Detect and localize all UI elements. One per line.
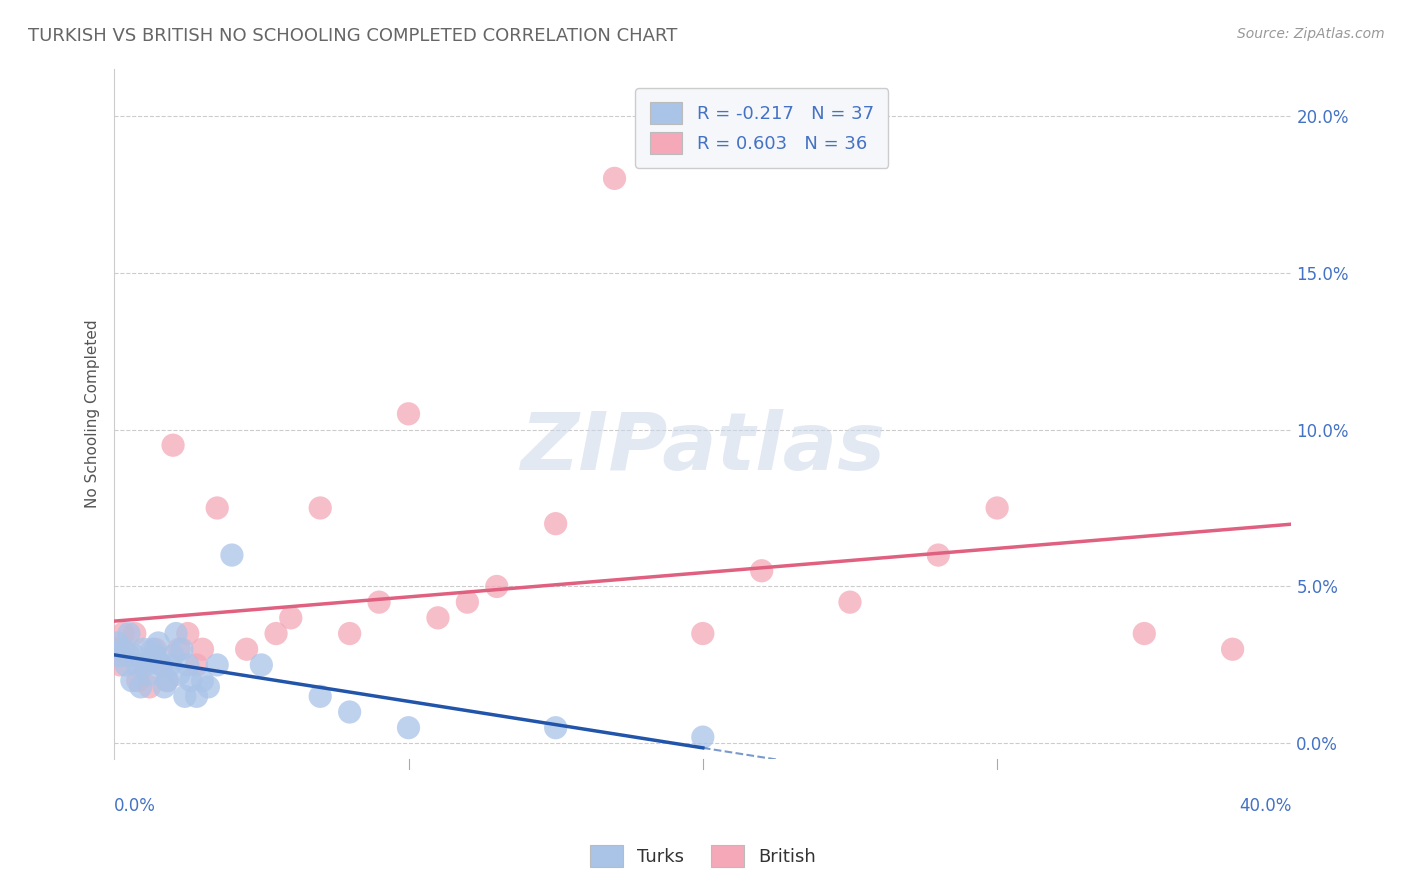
- Point: [132, 642, 155, 657]
- Point: [177, 657, 200, 672]
- Point: [186, 690, 208, 704]
- Point: [751, 564, 773, 578]
- Point: [150, 657, 173, 672]
- Point: [309, 690, 332, 704]
- Point: [180, 673, 202, 688]
- Point: [105, 642, 128, 657]
- Point: [544, 721, 567, 735]
- Point: [426, 611, 449, 625]
- Point: [339, 626, 361, 640]
- Text: TURKISH VS BRITISH NO SCHOOLING COMPLETED CORRELATION CHART: TURKISH VS BRITISH NO SCHOOLING COMPLETE…: [28, 27, 678, 45]
- Point: [173, 690, 195, 704]
- Point: [167, 667, 190, 681]
- Point: [839, 595, 862, 609]
- Point: [485, 579, 508, 593]
- Point: [127, 657, 149, 672]
- Point: [339, 705, 361, 719]
- Point: [115, 657, 138, 672]
- Point: [250, 657, 273, 672]
- Point: [692, 730, 714, 744]
- Point: [162, 648, 184, 663]
- Y-axis label: No Schooling Completed: No Schooling Completed: [86, 319, 100, 508]
- Point: [138, 667, 160, 681]
- Point: [191, 673, 214, 688]
- Text: ZIPatlas: ZIPatlas: [520, 409, 886, 487]
- Point: [141, 642, 163, 657]
- Point: [165, 626, 187, 640]
- Point: [162, 438, 184, 452]
- Point: [148, 636, 170, 650]
- Point: [156, 673, 179, 688]
- Point: [186, 657, 208, 672]
- Point: [153, 680, 176, 694]
- Text: Source: ZipAtlas.com: Source: ZipAtlas.com: [1237, 27, 1385, 41]
- Point: [927, 548, 949, 562]
- Point: [235, 642, 257, 657]
- Point: [264, 626, 287, 640]
- Point: [205, 657, 228, 672]
- Point: [692, 626, 714, 640]
- Point: [145, 648, 167, 663]
- Point: [124, 626, 146, 640]
- Point: [129, 680, 152, 694]
- Point: [118, 648, 141, 663]
- Point: [1133, 626, 1156, 640]
- Point: [127, 673, 149, 688]
- Point: [132, 657, 155, 672]
- Legend: R = -0.217   N = 37, R = 0.603   N = 36: R = -0.217 N = 37, R = 0.603 N = 36: [636, 88, 889, 168]
- Point: [105, 636, 128, 650]
- Text: 40.0%: 40.0%: [1239, 797, 1292, 814]
- Point: [280, 611, 302, 625]
- Point: [135, 657, 157, 672]
- Point: [124, 648, 146, 663]
- Point: [150, 657, 173, 672]
- Point: [145, 642, 167, 657]
- Point: [197, 680, 219, 694]
- Point: [398, 721, 420, 735]
- Point: [544, 516, 567, 531]
- Point: [986, 500, 1008, 515]
- Point: [156, 673, 179, 688]
- Point: [108, 648, 131, 663]
- Point: [159, 657, 181, 672]
- Point: [456, 595, 478, 609]
- Point: [121, 673, 143, 688]
- Point: [191, 642, 214, 657]
- Point: [138, 680, 160, 694]
- Point: [1222, 642, 1244, 657]
- Point: [398, 407, 420, 421]
- Point: [118, 626, 141, 640]
- Point: [111, 626, 134, 640]
- Point: [221, 548, 243, 562]
- Point: [111, 642, 134, 657]
- Point: [170, 642, 193, 657]
- Point: [167, 642, 190, 657]
- Text: 0.0%: 0.0%: [114, 797, 156, 814]
- Point: [177, 626, 200, 640]
- Point: [108, 657, 131, 672]
- Point: [368, 595, 391, 609]
- Point: [205, 500, 228, 515]
- Point: [603, 171, 626, 186]
- Legend: Turks, British: Turks, British: [583, 838, 823, 874]
- Point: [309, 500, 332, 515]
